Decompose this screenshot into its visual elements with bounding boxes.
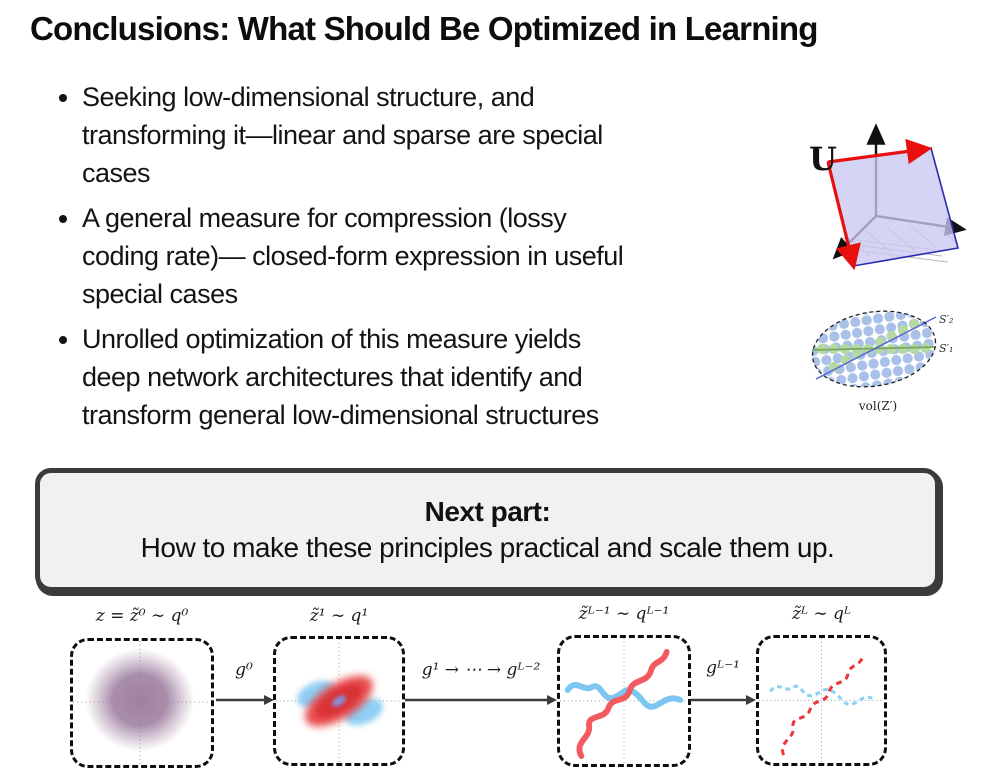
flow-diagram: z = z̃⁰ ∼ q⁰ z̃¹ ∼ q¹ z̃ᴸ⁻¹ ∼ qᴸ⁻¹ z̃ᴸ ∼…: [0, 600, 981, 784]
bullet-line: transform general low-dimensional struct…: [82, 400, 599, 430]
flow-box-curves: [557, 635, 691, 767]
curves-svg: [560, 638, 688, 764]
center-dot: [332, 695, 346, 707]
next-part-callout: Next part: How to make these principles …: [35, 468, 940, 592]
bullet-line: special cases: [82, 279, 238, 309]
packing-label-s1: S′₁: [939, 342, 953, 355]
red-dashed-curve: [780, 655, 865, 756]
flow-arrow-label: g¹ → ⋯ → gᴸ⁻²: [421, 660, 541, 680]
flow-arrow: [216, 692, 274, 713]
page-title: Conclusions: What Should Be Optimized in…: [30, 10, 818, 47]
subspace-figure: U: [796, 102, 974, 299]
bullet-line: Unrolled optimization of this measure yi…: [82, 324, 581, 354]
flow-box-label: z̃ᴸ ∼ qᴸ: [791, 604, 852, 624]
bullet-line: deep network architectures that identify…: [82, 362, 583, 392]
basis-vectors: [826, 138, 933, 271]
flow-arrow-label: gᴸ⁻¹: [706, 658, 740, 678]
packing-figure: S′₂ S′₁ vol(Z′): [808, 303, 966, 423]
blue-curve: [564, 682, 684, 710]
callout-heading: Next part:: [424, 496, 551, 527]
flow-box-mixture: [273, 636, 405, 766]
packing-figure-svg: S′₂ S′₁ vol(Z′): [811, 310, 953, 413]
bullet-list: Seeking low-dimensional structure, and t…: [36, 78, 624, 441]
subspace-figure-svg: U: [809, 123, 967, 271]
subspace-line-2: [815, 316, 937, 380]
crosshair: [560, 638, 688, 764]
flow-arrow: [690, 692, 756, 713]
flow-box-gaussian: [70, 638, 214, 768]
gaussian-blob-svg: [73, 641, 211, 765]
flow-arrow: [405, 692, 557, 713]
bullet-item: A general measure for compression (lossy…: [82, 199, 624, 313]
flow-box-label: z̃ᴸ⁻¹ ∼ qᴸ⁻¹: [578, 604, 670, 624]
callout-body: How to make these principles practical a…: [140, 532, 835, 563]
bullet-item: Unrolled optimization of this measure yi…: [82, 320, 623, 434]
red-curve: [576, 649, 670, 759]
bullet-line: Seeking low-dimensional structure, and: [82, 82, 535, 112]
flow-arrow-label: g⁰: [235, 660, 253, 680]
packing-ellipse-border: [811, 310, 937, 388]
dashed-curves-svg: [759, 638, 884, 763]
bullet-line: A general measure for compression (lossy: [82, 203, 567, 233]
gaussian-blob: [85, 648, 195, 752]
flow-box-label: z̃¹ ∼ q¹: [309, 606, 369, 626]
bullet-item: Seeking low-dimensional structure, and t…: [82, 78, 623, 192]
blue-dashed-curve: [769, 684, 876, 706]
bullet-line: coding rate)— closed-form expression in …: [82, 241, 624, 271]
packing-label-s2: S′₂: [939, 313, 953, 326]
mixture-blob-svg: [276, 639, 402, 763]
packing-caption: vol(Z′): [858, 399, 897, 413]
bullet-line: cases: [82, 158, 151, 188]
subspace-plane: [827, 147, 960, 267]
bullet-line: transforming it—linear and sparse are sp…: [82, 120, 603, 150]
flow-box-label: z = z̃⁰ ∼ q⁰: [95, 606, 189, 626]
crosshair: [759, 638, 884, 763]
subspace-label: U: [809, 140, 837, 178]
flow-box-dashed-curves: [756, 635, 887, 766]
